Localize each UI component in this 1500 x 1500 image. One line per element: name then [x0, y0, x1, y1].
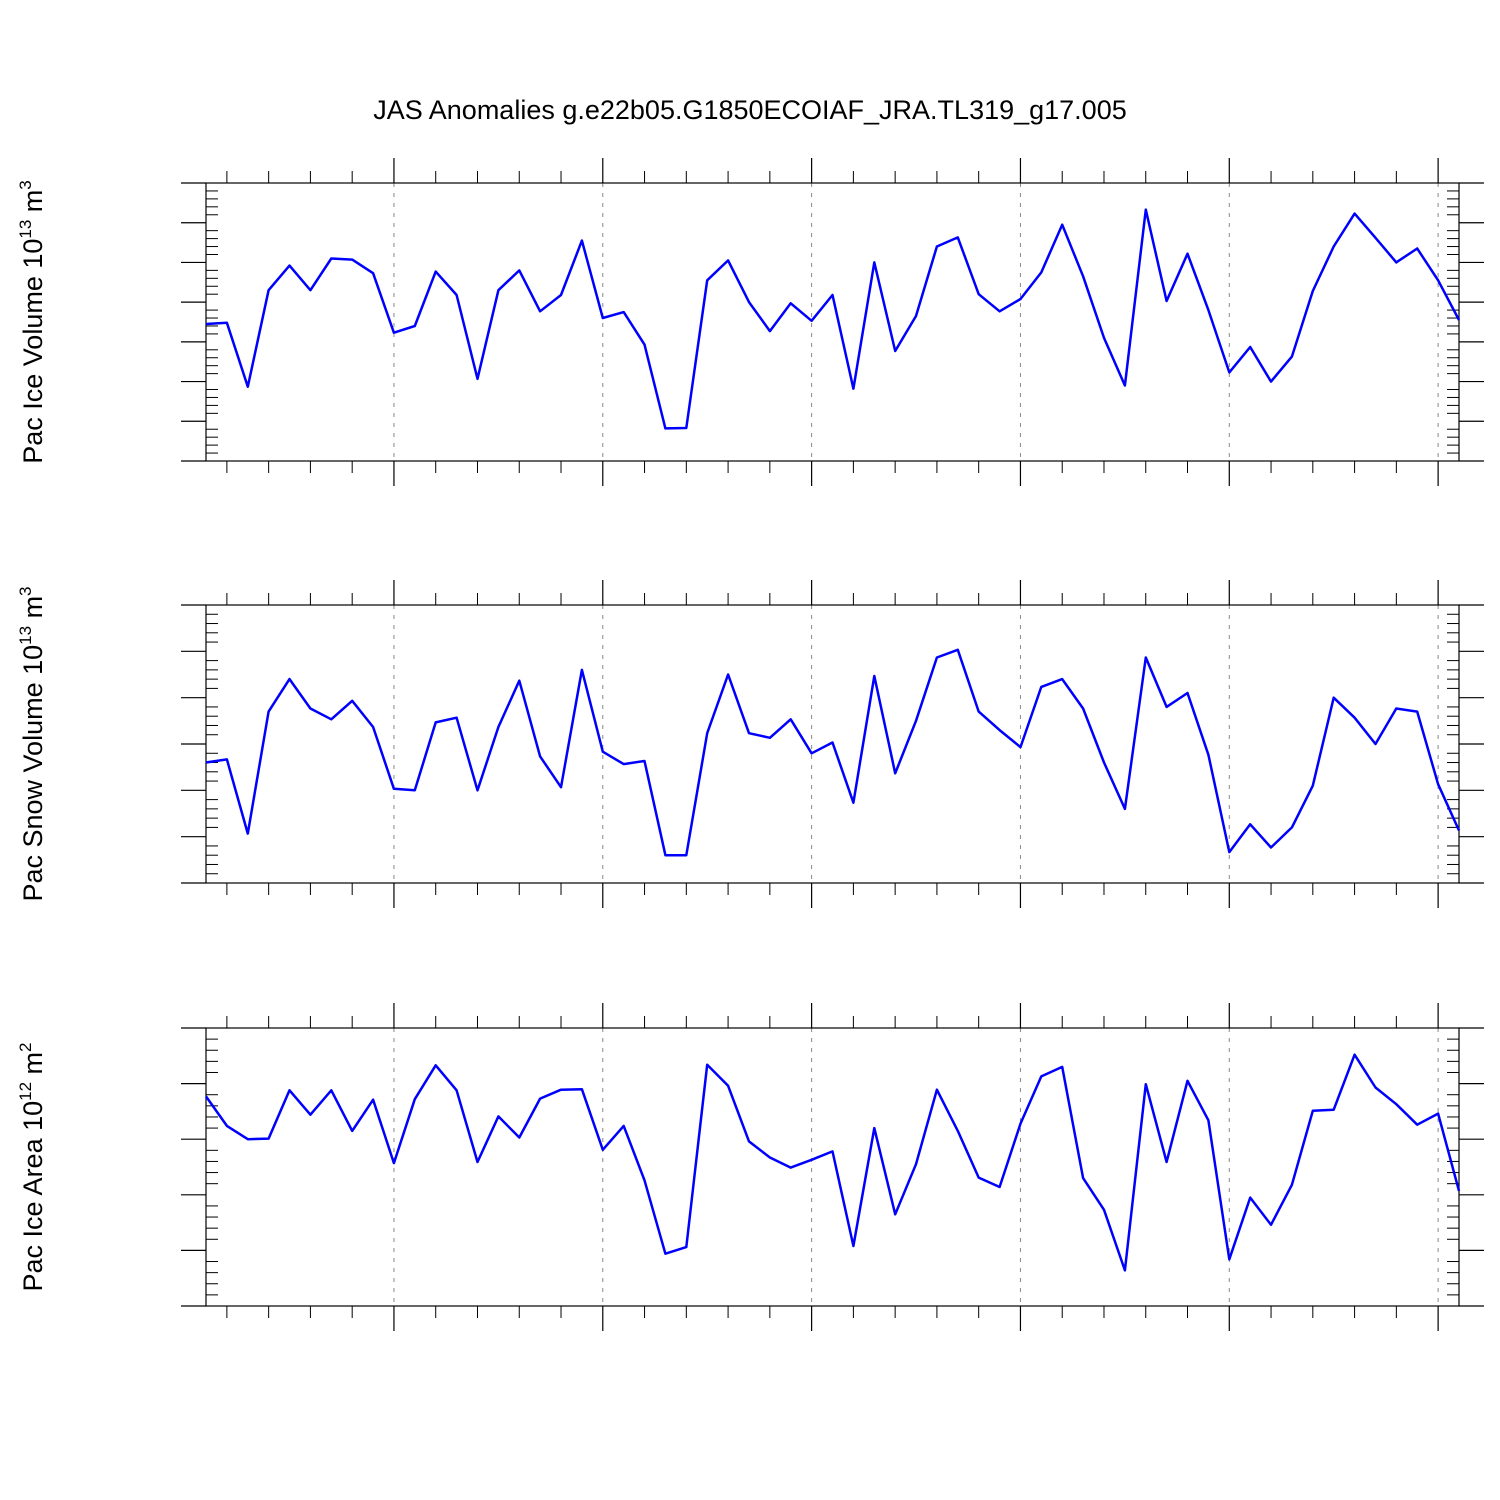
data-line	[204, 1053, 1461, 1272]
chart-panel-1: Pac Ice Volume 1013 m3	[16, 158, 1484, 486]
y-axis-label-part: Pac Ice Volume 10	[18, 239, 48, 464]
y-axis-label-part: m	[18, 190, 48, 220]
y-axis-label-exponent: 13	[16, 220, 35, 239]
y-axis-label-part: Pac Ice Area 10	[18, 1101, 48, 1292]
y-axis-label-part: m	[18, 596, 48, 626]
data-line	[205, 648, 1461, 857]
y-axis-label-exponent: 2	[16, 1042, 35, 1051]
data-line	[205, 208, 1461, 430]
plot-frame	[205, 1027, 1460, 1307]
figure-title: JAS Anomalies g.e22b05.G1850ECOIAF_JRA.T…	[373, 95, 1126, 125]
y-axis-label-part: m	[18, 1052, 48, 1082]
plot-frame	[205, 182, 1460, 462]
y-axis-label: Pac Snow Volume 1013 m3	[16, 586, 48, 901]
y-axis-label-exponent: 3	[16, 180, 35, 189]
y-axis-label-exponent: 13	[16, 626, 35, 645]
chart-panel-3: Pac Ice Area 1012 m2	[16, 1003, 1484, 1331]
y-axis-label-part: Pac Snow Volume 10	[18, 645, 48, 902]
y-axis-label-exponent: 3	[16, 586, 35, 595]
y-axis-label: Pac Ice Area 1012 m2	[16, 1042, 48, 1291]
y-axis-label: Pac Ice Volume 1013 m3	[16, 180, 48, 464]
y-axis-label-exponent: 12	[16, 1082, 35, 1101]
chart-panel-2: Pac Snow Volume 1013 m3	[16, 580, 1484, 908]
